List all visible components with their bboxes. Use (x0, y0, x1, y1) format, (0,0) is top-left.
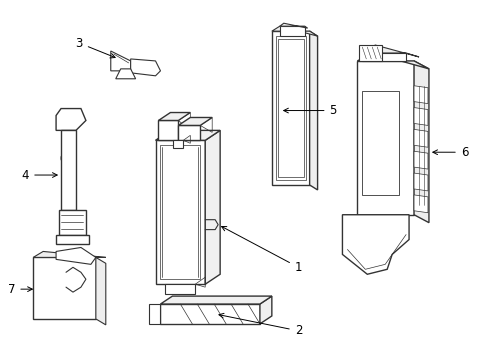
Polygon shape (280, 26, 305, 36)
Circle shape (144, 63, 153, 73)
Polygon shape (178, 125, 200, 140)
Polygon shape (158, 113, 190, 121)
Circle shape (61, 151, 75, 165)
Polygon shape (161, 304, 260, 324)
Polygon shape (310, 31, 318, 190)
Polygon shape (155, 130, 220, 140)
Polygon shape (33, 257, 96, 319)
Polygon shape (414, 195, 428, 213)
Polygon shape (56, 109, 86, 130)
Text: 1: 1 (221, 226, 302, 274)
Polygon shape (158, 121, 178, 140)
Polygon shape (359, 45, 382, 61)
Polygon shape (272, 31, 310, 185)
Polygon shape (272, 26, 318, 36)
Polygon shape (362, 53, 406, 61)
Polygon shape (357, 61, 414, 215)
Text: 6: 6 (433, 146, 468, 159)
Polygon shape (148, 304, 161, 324)
Polygon shape (414, 129, 428, 147)
Polygon shape (280, 23, 308, 28)
Polygon shape (56, 247, 96, 264)
Text: 3: 3 (75, 37, 115, 58)
Polygon shape (173, 140, 183, 148)
Polygon shape (56, 235, 89, 244)
Text: 4: 4 (22, 168, 57, 181)
Polygon shape (166, 284, 196, 294)
Polygon shape (131, 59, 161, 76)
Polygon shape (414, 173, 428, 191)
Polygon shape (61, 130, 76, 210)
Polygon shape (111, 51, 131, 71)
Circle shape (115, 60, 122, 68)
Polygon shape (178, 117, 212, 125)
Text: 7: 7 (8, 283, 32, 296)
Polygon shape (414, 61, 429, 223)
Polygon shape (357, 53, 429, 69)
Polygon shape (205, 130, 220, 284)
Polygon shape (161, 296, 272, 304)
Circle shape (41, 296, 57, 312)
Polygon shape (414, 86, 428, 104)
Circle shape (41, 269, 57, 285)
Polygon shape (260, 296, 272, 324)
Polygon shape (343, 215, 409, 274)
Polygon shape (33, 251, 106, 257)
Text: 5: 5 (284, 104, 337, 117)
Polygon shape (96, 257, 106, 325)
Polygon shape (414, 151, 428, 169)
Polygon shape (116, 69, 136, 79)
Polygon shape (362, 45, 419, 57)
Polygon shape (414, 108, 428, 125)
Text: 2: 2 (219, 313, 302, 337)
Polygon shape (155, 140, 205, 284)
Polygon shape (59, 210, 86, 235)
